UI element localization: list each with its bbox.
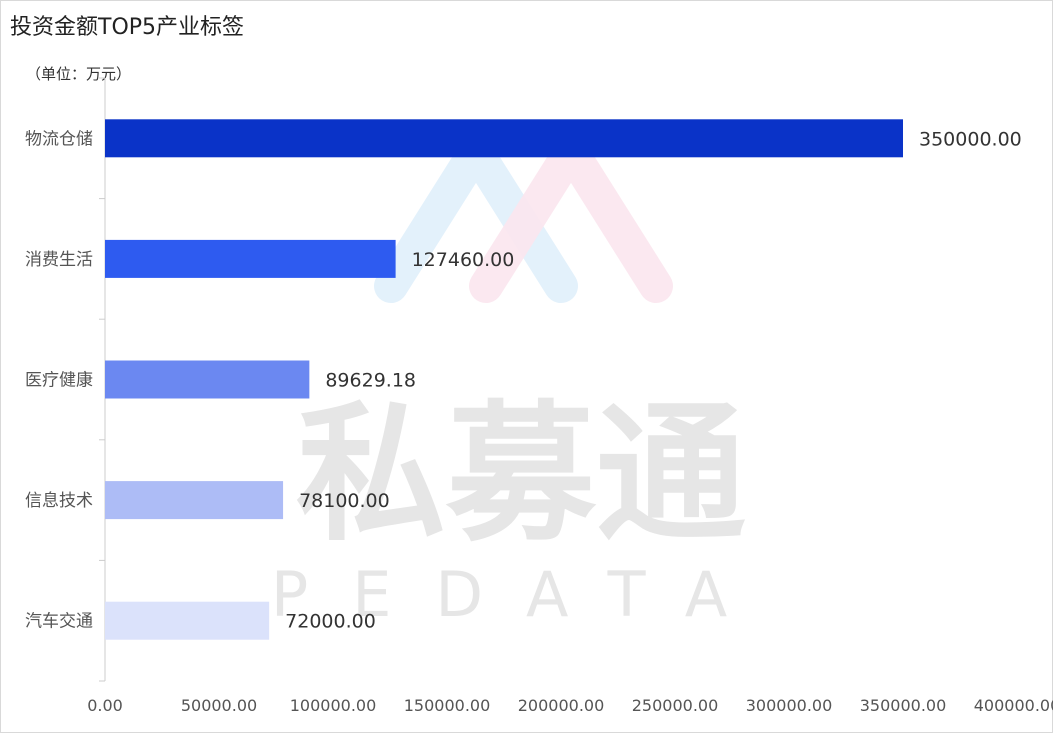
x-tick-label: 350000.00	[860, 696, 947, 715]
category-label: 医疗健康	[25, 371, 93, 391]
bar-group: 物流仓储 350000.00	[25, 119, 1022, 158]
category-label: 消费生活	[25, 250, 93, 270]
bar-group: 医疗健康 89629.18	[25, 360, 416, 399]
category-label: 物流仓储	[25, 129, 93, 149]
x-tick-label: 150000.00	[404, 696, 491, 715]
x-tick-label: 0.00	[87, 696, 123, 715]
x-tick-label: 200000.00	[518, 696, 605, 715]
bar[interactable]	[105, 239, 396, 278]
value-label: 89629.18	[325, 370, 416, 392]
watermark-sub-text: PEDATA	[271, 558, 771, 631]
bar-group: 消费生活 127460.00	[25, 239, 515, 278]
value-label: 72000.00	[285, 611, 376, 633]
bar[interactable]	[105, 601, 270, 640]
x-tick-label: 100000.00	[290, 696, 377, 715]
bar[interactable]	[105, 360, 310, 399]
bar[interactable]	[105, 481, 284, 520]
bar-group: 信息技术 78100.00	[25, 481, 390, 520]
x-tick-label: 250000.00	[632, 696, 719, 715]
category-label: 信息技术	[25, 491, 93, 511]
bar[interactable]	[105, 119, 903, 158]
x-tick-label: 400000.00	[974, 696, 1053, 715]
chart-title: 投资金额TOP5产业标签	[10, 15, 245, 40]
value-label: 350000.00	[919, 128, 1022, 150]
value-label: 127460.00	[412, 249, 515, 271]
watermark-main-text: 私募通	[296, 388, 746, 562]
category-label: 汽车交通	[25, 612, 93, 632]
value-label: 78100.00	[299, 490, 390, 512]
x-tick-label: 50000.00	[181, 696, 257, 715]
bar-group: 汽车交通 72000.00	[25, 601, 376, 640]
x-tick-label: 300000.00	[746, 696, 833, 715]
